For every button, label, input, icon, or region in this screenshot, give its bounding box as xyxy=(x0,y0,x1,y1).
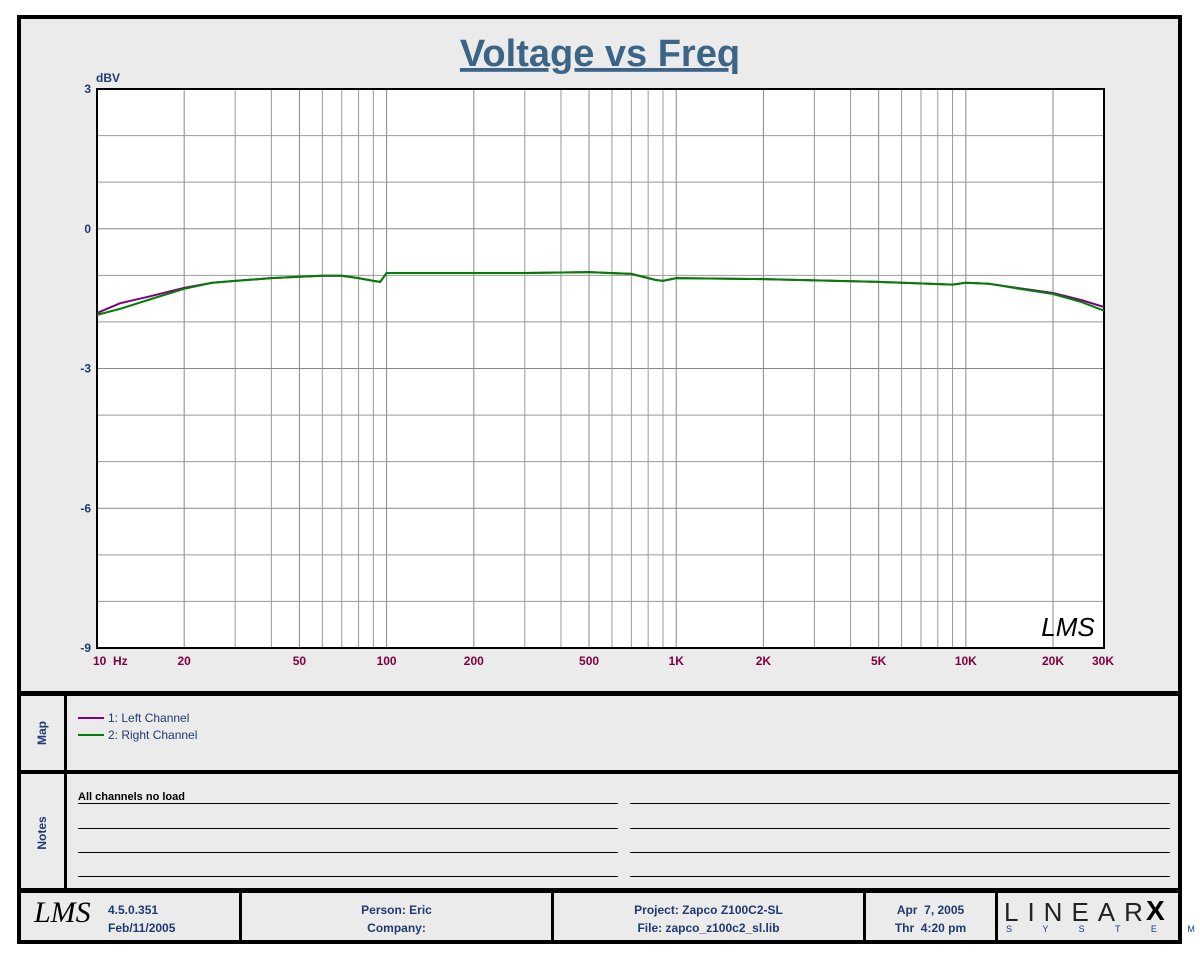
y-tick-label: -6 xyxy=(80,501,91,515)
watermark: LMS xyxy=(1041,612,1095,642)
y-tick-label: 0 xyxy=(84,222,91,236)
notes-label-cell: Notes xyxy=(20,774,64,888)
brand-sub: S Y S T E M S xyxy=(1006,924,1195,934)
y-tick-label: -9 xyxy=(80,641,91,655)
note-rule xyxy=(630,852,1170,853)
note-rule xyxy=(78,803,618,804)
x-tick-label: 2K xyxy=(756,654,772,668)
company: Company: xyxy=(367,921,426,935)
build-date: Feb/11/2005 xyxy=(108,921,176,935)
plot-border xyxy=(96,88,1105,649)
x-tick-label: 10 Hz xyxy=(93,654,128,668)
note-rule xyxy=(630,876,1170,877)
legend-item: 2: Right Channel xyxy=(78,726,197,743)
note-rule xyxy=(78,852,618,853)
x-tick-label: 50 xyxy=(293,654,307,668)
x-tick-label: 20K xyxy=(1042,654,1064,668)
y-tick-label: 3 xyxy=(84,82,91,96)
version: 4.5.0.351 xyxy=(108,903,159,917)
date: Apr 7, 2005 xyxy=(896,903,965,917)
note-rule xyxy=(630,803,1170,804)
legend-label: 2: Right Channel xyxy=(108,727,198,742)
x-tick-label: 5K xyxy=(871,654,887,668)
x-tick-label: 20 xyxy=(178,654,192,668)
divider xyxy=(17,770,1182,774)
divider xyxy=(863,892,866,940)
panel-label: Map xyxy=(35,721,49,745)
person: Person: Eric xyxy=(361,903,432,917)
project: Project: Zapco Z100C2-SL xyxy=(634,903,783,917)
divider xyxy=(995,892,998,940)
file: File: zapco_z100c2_sl.lib xyxy=(637,921,780,935)
y-axis-label: dBV xyxy=(96,71,120,85)
x-tick-label: 200 xyxy=(464,654,484,668)
legend: 1: Left Channel 2: Right Channel xyxy=(78,709,197,743)
legend-item: 1: Left Channel xyxy=(78,709,197,726)
y-tick-label: -3 xyxy=(80,362,91,376)
legend-label: 1: Left Channel xyxy=(108,710,190,725)
divider xyxy=(239,892,242,940)
note-text: All channels no load xyxy=(78,791,185,803)
chart-title: Voltage vs Freq xyxy=(460,33,740,75)
divider xyxy=(17,691,1182,696)
note-rule xyxy=(630,828,1170,829)
divider xyxy=(17,888,1182,893)
note-rule xyxy=(78,876,618,877)
x-tick-label: 30K xyxy=(1092,654,1114,668)
time: Thr 4:20 pm xyxy=(894,921,967,935)
brand-mark: X xyxy=(1146,895,1165,926)
note-rule xyxy=(78,828,618,829)
divider xyxy=(551,892,554,940)
brand: LINEAR xyxy=(1004,897,1152,927)
chart: Voltage vs Freq dBV LMS 10 Hz 20 50 100 200 5… xyxy=(80,33,1114,668)
x-tick-label: 1K xyxy=(669,654,685,668)
legend-swatch xyxy=(78,716,104,719)
panel-label: Notes xyxy=(35,816,49,850)
x-tick-label: 500 xyxy=(579,654,599,668)
legend-swatch xyxy=(78,733,104,736)
x-tick-label: 100 xyxy=(377,654,397,668)
map-label-cell: Map xyxy=(20,696,64,770)
x-tick-label: 10K xyxy=(955,654,977,668)
logo: LMS xyxy=(34,896,91,929)
series-line xyxy=(96,271,1105,316)
divider xyxy=(64,694,67,890)
